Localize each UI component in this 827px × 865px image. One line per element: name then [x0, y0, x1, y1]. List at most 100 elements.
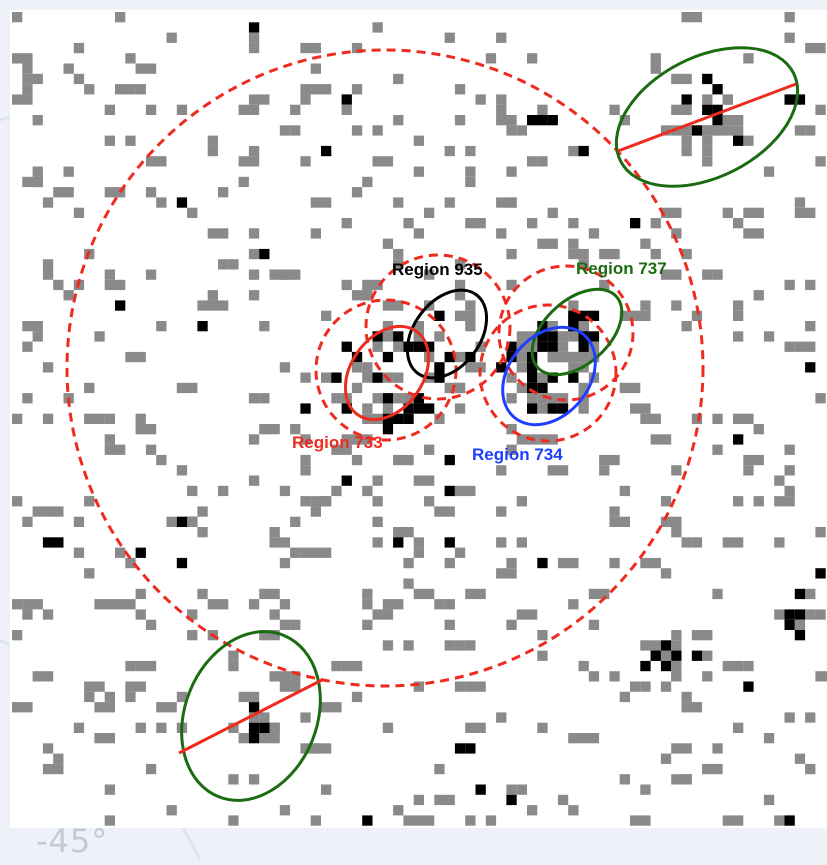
sky-pixel [197, 300, 218, 311]
sky-pixel [434, 362, 445, 373]
sky-pixel [176, 557, 188, 569]
sky-pixel [557, 794, 569, 806]
sky-pixel [248, 712, 260, 723]
sky-pixel [763, 331, 775, 342]
sky-pixel [578, 321, 589, 332]
sky-pixel [568, 805, 579, 816]
sky-pixel [362, 403, 373, 414]
sky-pixel [794, 619, 806, 630]
sky-pixel [403, 403, 414, 414]
sky-pixel [424, 496, 435, 507]
sky-pixel [712, 115, 723, 126]
sky-pixel [300, 434, 311, 445]
sky-pixel [42, 269, 54, 280]
sky-pixel [156, 321, 167, 332]
sky-pixel [248, 733, 260, 744]
sky-pixel [187, 630, 198, 641]
sky-pixel [94, 702, 115, 713]
sky-pixel [681, 248, 692, 260]
sky-pixel [279, 619, 291, 630]
sky-pixel [104, 691, 115, 703]
sky-pixel [393, 197, 404, 208]
sky-pixel [815, 393, 826, 404]
red-axis-bottom-left [178, 678, 323, 755]
sky-pixel [42, 763, 64, 775]
sky-pixel [516, 609, 538, 620]
sky-pixel [115, 599, 136, 610]
sky-pixel [702, 763, 723, 775]
sky-pixel [259, 248, 270, 260]
sky-pixel [393, 527, 414, 538]
sky-pixel [403, 640, 414, 651]
sky-pixel [434, 331, 445, 342]
sky-pixel [104, 444, 126, 455]
sky-pixel [135, 63, 157, 74]
sky-pixel [310, 197, 321, 208]
sky-pixel [691, 537, 703, 548]
sky-pixel [42, 413, 54, 424]
sky-pixel [702, 125, 713, 136]
sky-pixel [794, 341, 816, 352]
sky-pixel [691, 310, 703, 321]
sky-pixel [22, 84, 33, 95]
sky-pixel [393, 115, 404, 126]
sky-pixel [372, 372, 383, 383]
sky-pixel [393, 413, 404, 424]
sky-pixel [475, 362, 486, 373]
sky-pixel [805, 588, 816, 600]
sky-pixel [42, 506, 64, 517]
sky-pixel [568, 372, 579, 383]
sky-pixel [516, 537, 527, 548]
sky-pixel [588, 588, 610, 600]
sky-pixel [300, 42, 321, 54]
sky-pixel [640, 681, 651, 692]
sky-pixel [465, 300, 476, 311]
sky-pixel [609, 557, 620, 569]
sky-pixel [259, 733, 270, 744]
sky-pixel [609, 104, 620, 115]
sky-pixel [681, 145, 692, 157]
sky-pixel [702, 145, 713, 157]
sky-pixel [424, 444, 435, 455]
pixel-layer [12, 12, 827, 826]
dashed-circle-737 [497, 264, 635, 402]
sky-pixel [640, 640, 661, 651]
sky-pixel [496, 104, 507, 115]
sky-pixel [310, 506, 321, 517]
sky-pixel [506, 393, 517, 404]
sky-pixel [372, 393, 383, 404]
sky-pixel [660, 207, 682, 218]
sky-pixel [197, 321, 208, 332]
sky-pixel [444, 197, 455, 208]
sky-pixel [331, 372, 342, 383]
sky-pixel [104, 104, 115, 115]
sky-pixel [784, 94, 806, 105]
sky-pixel [681, 743, 692, 754]
sky-pixel [506, 197, 517, 208]
sky-pixel [454, 351, 466, 363]
sky-pixel [372, 537, 383, 548]
sky-pixel [465, 743, 476, 754]
sky-pixel [444, 32, 455, 43]
sky-pixel [506, 444, 517, 455]
sky-pixel [248, 248, 260, 260]
sky-pixel [290, 671, 301, 682]
sky-pixel [660, 681, 672, 692]
sky-pixel [650, 434, 672, 445]
sky-pixel [506, 794, 517, 806]
sky-pixel [774, 475, 785, 486]
sky-pixel [424, 403, 435, 414]
sky-pixel [557, 331, 569, 342]
sky-pixel [578, 733, 600, 744]
sky-pixel [248, 42, 260, 54]
sky-pixel [444, 640, 455, 651]
sky-pixel [506, 125, 517, 136]
sky-pixel [712, 125, 723, 136]
sky-pixel [733, 310, 744, 321]
sky-pixel [269, 609, 280, 620]
sky-pixel [537, 393, 548, 404]
sky-pixel [94, 331, 105, 342]
sky-pixel [496, 568, 517, 579]
ellipse-region-935 [405, 288, 489, 380]
sky-pixel [784, 465, 795, 476]
